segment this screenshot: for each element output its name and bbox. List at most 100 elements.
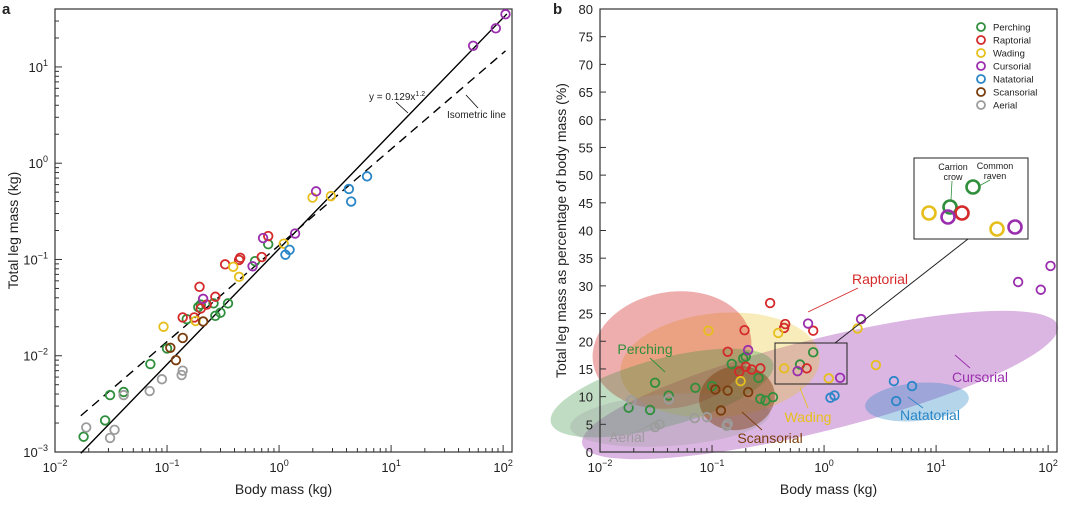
y-tick-label: 5 — [586, 417, 593, 432]
x-tick-label: 10−2 — [43, 458, 68, 475]
data-point-raptorial — [263, 230, 274, 242]
legend-marker-raptorial — [976, 35, 986, 45]
region-raptorial — [592, 291, 752, 409]
legend-label-scansorial: Scansorial — [993, 88, 1037, 99]
data-point-wading — [778, 363, 790, 374]
y-tick-label: 75 — [579, 30, 593, 45]
y-tick-label: 10−3 — [23, 443, 48, 460]
legend-label-aerial: Aerial — [993, 101, 1017, 112]
data-point-scansorial — [742, 386, 754, 398]
legend-marker-scansorial — [976, 87, 986, 97]
data-point-perching — [215, 307, 226, 318]
data-point-raptorial — [808, 325, 819, 336]
region-cursorial — [582, 310, 1058, 460]
x-axis-label: Body mass (kg) — [780, 481, 877, 497]
group-leader-aerial — [635, 423, 653, 433]
data-point-cursorial — [247, 261, 258, 272]
inset-point-raptorial — [954, 205, 970, 221]
inset-point-wading — [921, 205, 937, 221]
data-point-wading — [870, 359, 882, 371]
data-point-scansorial — [722, 385, 733, 396]
data-point-cursorial — [467, 40, 479, 51]
inset-point-cursorial — [940, 209, 956, 225]
data-point-aerial — [176, 369, 187, 381]
data-point-cursorial — [742, 344, 754, 356]
y-tick-label: 60 — [579, 113, 593, 128]
y-tick-label: 40 — [579, 224, 593, 239]
legend-label-raptorial: Raptorial — [993, 36, 1031, 47]
data-point-natatorial — [284, 244, 295, 256]
data-point-perching — [210, 310, 221, 321]
data-point-wading — [190, 315, 201, 327]
data-point-raptorial — [778, 322, 790, 334]
data-point-cursorial — [500, 9, 511, 20]
data-point-raptorial — [177, 312, 188, 323]
legend-marker-aerial — [976, 100, 986, 110]
panel-a: 10−2 10−1 100 101 10210−310−210−1100101Body … — [5, 8, 513, 497]
data-point-perching — [767, 391, 779, 403]
group-label-cursorial: Cursorial — [952, 369, 1008, 385]
data-point-aerial — [144, 385, 155, 397]
data-point-wading — [158, 321, 169, 332]
inset-connector — [834, 238, 969, 344]
data-point-scansorial — [715, 405, 727, 416]
data-point-cursorial — [792, 365, 803, 377]
inset-point-perching — [942, 199, 958, 215]
data-point-perching — [118, 386, 129, 398]
inset-label-common-raven: Common raven — [977, 161, 1014, 181]
group-leader-perching — [649, 357, 666, 373]
group-leader-cursorial — [954, 354, 971, 369]
data-point-perching — [726, 358, 737, 370]
data-point-aerial — [626, 395, 637, 406]
data-point-aerial — [118, 389, 129, 401]
y-axis-label: Total leg mass (kg) — [5, 172, 21, 289]
data-point-raptorial — [734, 366, 745, 377]
data-point-raptorial — [210, 291, 221, 302]
data-point-wading — [325, 190, 337, 202]
data-point-scansorial — [197, 316, 209, 327]
data-point-raptorial — [722, 346, 733, 357]
data-point-raptorial — [755, 363, 766, 374]
x-tick-label: 100 — [269, 458, 288, 475]
y-tick-label: 0 — [586, 445, 593, 460]
data-point-perching — [222, 298, 234, 309]
y-tick-label: 10 — [579, 390, 593, 405]
isometric-line — [80, 50, 506, 417]
inset-leader-crow — [950, 180, 953, 201]
legend-marker-natatorial — [976, 74, 986, 84]
data-point-aerial — [156, 374, 168, 385]
data-point-perching — [808, 347, 819, 358]
panel-b: 10−2 10−1 100 101 102 0 5 10 15 20 25 30 35 40 45 50 55 6… — [550, 2, 1058, 497]
fit-equation: y = 0.129x1.2 — [369, 91, 425, 103]
y-tick-label: 100 — [29, 154, 48, 171]
data-point-raptorial — [739, 324, 750, 336]
data-point-wading — [233, 271, 245, 283]
legend-label-wading: Wading — [993, 49, 1025, 60]
data-point-raptorial — [233, 254, 245, 266]
region-natatorial — [865, 382, 969, 422]
zoom-region-box — [774, 342, 848, 385]
legend-marker-wading — [976, 48, 986, 58]
data-point-aerial — [104, 432, 116, 444]
group-label-natatorial: Natatorial — [900, 407, 960, 423]
data-point-perching — [145, 358, 156, 370]
isometric-label: Isometric line — [447, 110, 506, 121]
legend-label-natatorial: Natatorial — [993, 75, 1034, 86]
inset-leader-raven — [978, 179, 991, 187]
x-tick-label: 101 — [381, 458, 400, 475]
inset-point-perching — [965, 179, 981, 195]
data-point-perching — [208, 298, 219, 309]
x-axis-label: Body mass (kg) — [235, 481, 332, 497]
data-point-aerial — [721, 420, 732, 432]
data-point-perching — [195, 299, 206, 310]
data-point-natatorial — [343, 183, 355, 195]
data-point-cursorial — [834, 372, 846, 383]
data-point-natatorial — [888, 375, 900, 387]
panel-label-a: a — [2, 1, 11, 18]
y-tick-label: 35 — [579, 251, 593, 266]
legend-label-perching: Perching — [993, 23, 1031, 34]
group-label-aerial: Aerial — [609, 429, 645, 445]
data-point-raptorial — [256, 251, 267, 263]
data-point-perching — [690, 382, 701, 393]
data-point-aerial — [654, 419, 665, 430]
